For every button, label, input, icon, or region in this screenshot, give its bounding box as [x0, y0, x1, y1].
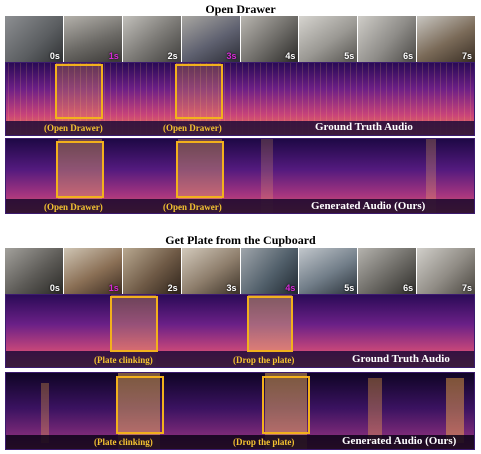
video-frame: 2s — [122, 16, 181, 62]
event-highlight-box — [176, 141, 224, 198]
frame-time-label: 3s — [226, 283, 237, 293]
frame-time-label: 2s — [167, 51, 178, 61]
video-frame: 0s — [5, 16, 63, 62]
spectrogram-image — [6, 63, 474, 135]
panel1-title: Open Drawer — [205, 2, 276, 16]
audio-track-label: Ground Truth Audio — [352, 353, 450, 365]
frame-time-label: 1s — [108, 283, 119, 293]
frame-time-label: 6s — [403, 51, 414, 61]
video-frame: 5s — [299, 248, 358, 294]
frame-time-label: 0s — [49, 51, 60, 61]
frame-time-label: 6s — [403, 283, 414, 293]
event-label: (Open Drawer) — [44, 123, 103, 133]
frame-time-label: 1s — [108, 51, 119, 61]
frame-time-label: 7s — [461, 283, 472, 293]
frame-time-label: 4s — [285, 283, 296, 293]
video-frame: 7s — [417, 248, 475, 294]
panel1-gen-spectrogram: (Open Drawer) (Open Drawer) Generated Au… — [5, 138, 475, 214]
frame-time-label: 0s — [49, 283, 60, 293]
video-frame: 1s — [63, 16, 122, 62]
video-frame: 4s — [240, 248, 299, 294]
video-frame: 6s — [358, 248, 417, 294]
event-label: (Open Drawer) — [44, 202, 103, 212]
frame-time-label: 7s — [461, 51, 472, 61]
video-frame: 0s — [5, 248, 63, 294]
panel2-frame-strip: 0s 1s 2s 3s 4s 5s 6s 7s — [5, 248, 475, 294]
event-highlight-box — [175, 64, 223, 119]
video-frame: 4s — [240, 16, 299, 62]
spectrogram-image — [6, 139, 474, 213]
frame-time-label: 4s — [285, 51, 296, 61]
event-highlight-box — [110, 296, 158, 352]
video-frame: 2s — [122, 248, 181, 294]
event-label: (Drop the plate) — [233, 437, 295, 447]
frame-time-label: 5s — [344, 283, 355, 293]
spectrogram-image — [6, 373, 474, 449]
event-label: (Plate clinking) — [94, 355, 153, 365]
event-highlight-box — [116, 376, 164, 434]
video-frame: 7s — [417, 16, 475, 62]
event-label: (Plate clinking) — [94, 437, 153, 447]
audio-track-label: Generated Audio (Ours) — [311, 200, 426, 212]
video-frame: 6s — [358, 16, 417, 62]
event-label: (Drop the plate) — [233, 355, 295, 365]
event-highlight-box — [247, 296, 293, 352]
event-highlight-box — [56, 141, 104, 198]
event-highlight-box — [262, 376, 310, 434]
panel1-frame-strip: 0s 1s 2s 3s 4s 5s 6s 7s — [5, 16, 475, 62]
spectrogram-image — [6, 295, 474, 367]
frame-time-label: 3s — [226, 51, 237, 61]
frame-time-label: 2s — [167, 283, 178, 293]
event-label: (Open Drawer) — [163, 123, 222, 133]
video-frame: 3s — [181, 248, 240, 294]
audio-track-label: Generated Audio (Ours) — [342, 435, 457, 447]
video-frame: 1s — [63, 248, 122, 294]
panel1-gt-spectrogram: (Open Drawer) (Open Drawer) Ground Truth… — [5, 62, 475, 136]
frame-time-label: 5s — [344, 51, 355, 61]
panel2-gen-spectrogram: (Plate clinking) (Drop the plate) Genera… — [5, 372, 475, 450]
audio-track-label: Ground Truth Audio — [315, 121, 413, 133]
panel2-gt-spectrogram: (Plate clinking) (Drop the plate) Ground… — [5, 294, 475, 368]
video-frame: 3s — [181, 16, 240, 62]
video-frame: 5s — [299, 16, 358, 62]
panel2-title: Get Plate from the Cupboard — [165, 233, 316, 247]
event-highlight-box — [55, 64, 103, 119]
event-label: (Open Drawer) — [163, 202, 222, 212]
